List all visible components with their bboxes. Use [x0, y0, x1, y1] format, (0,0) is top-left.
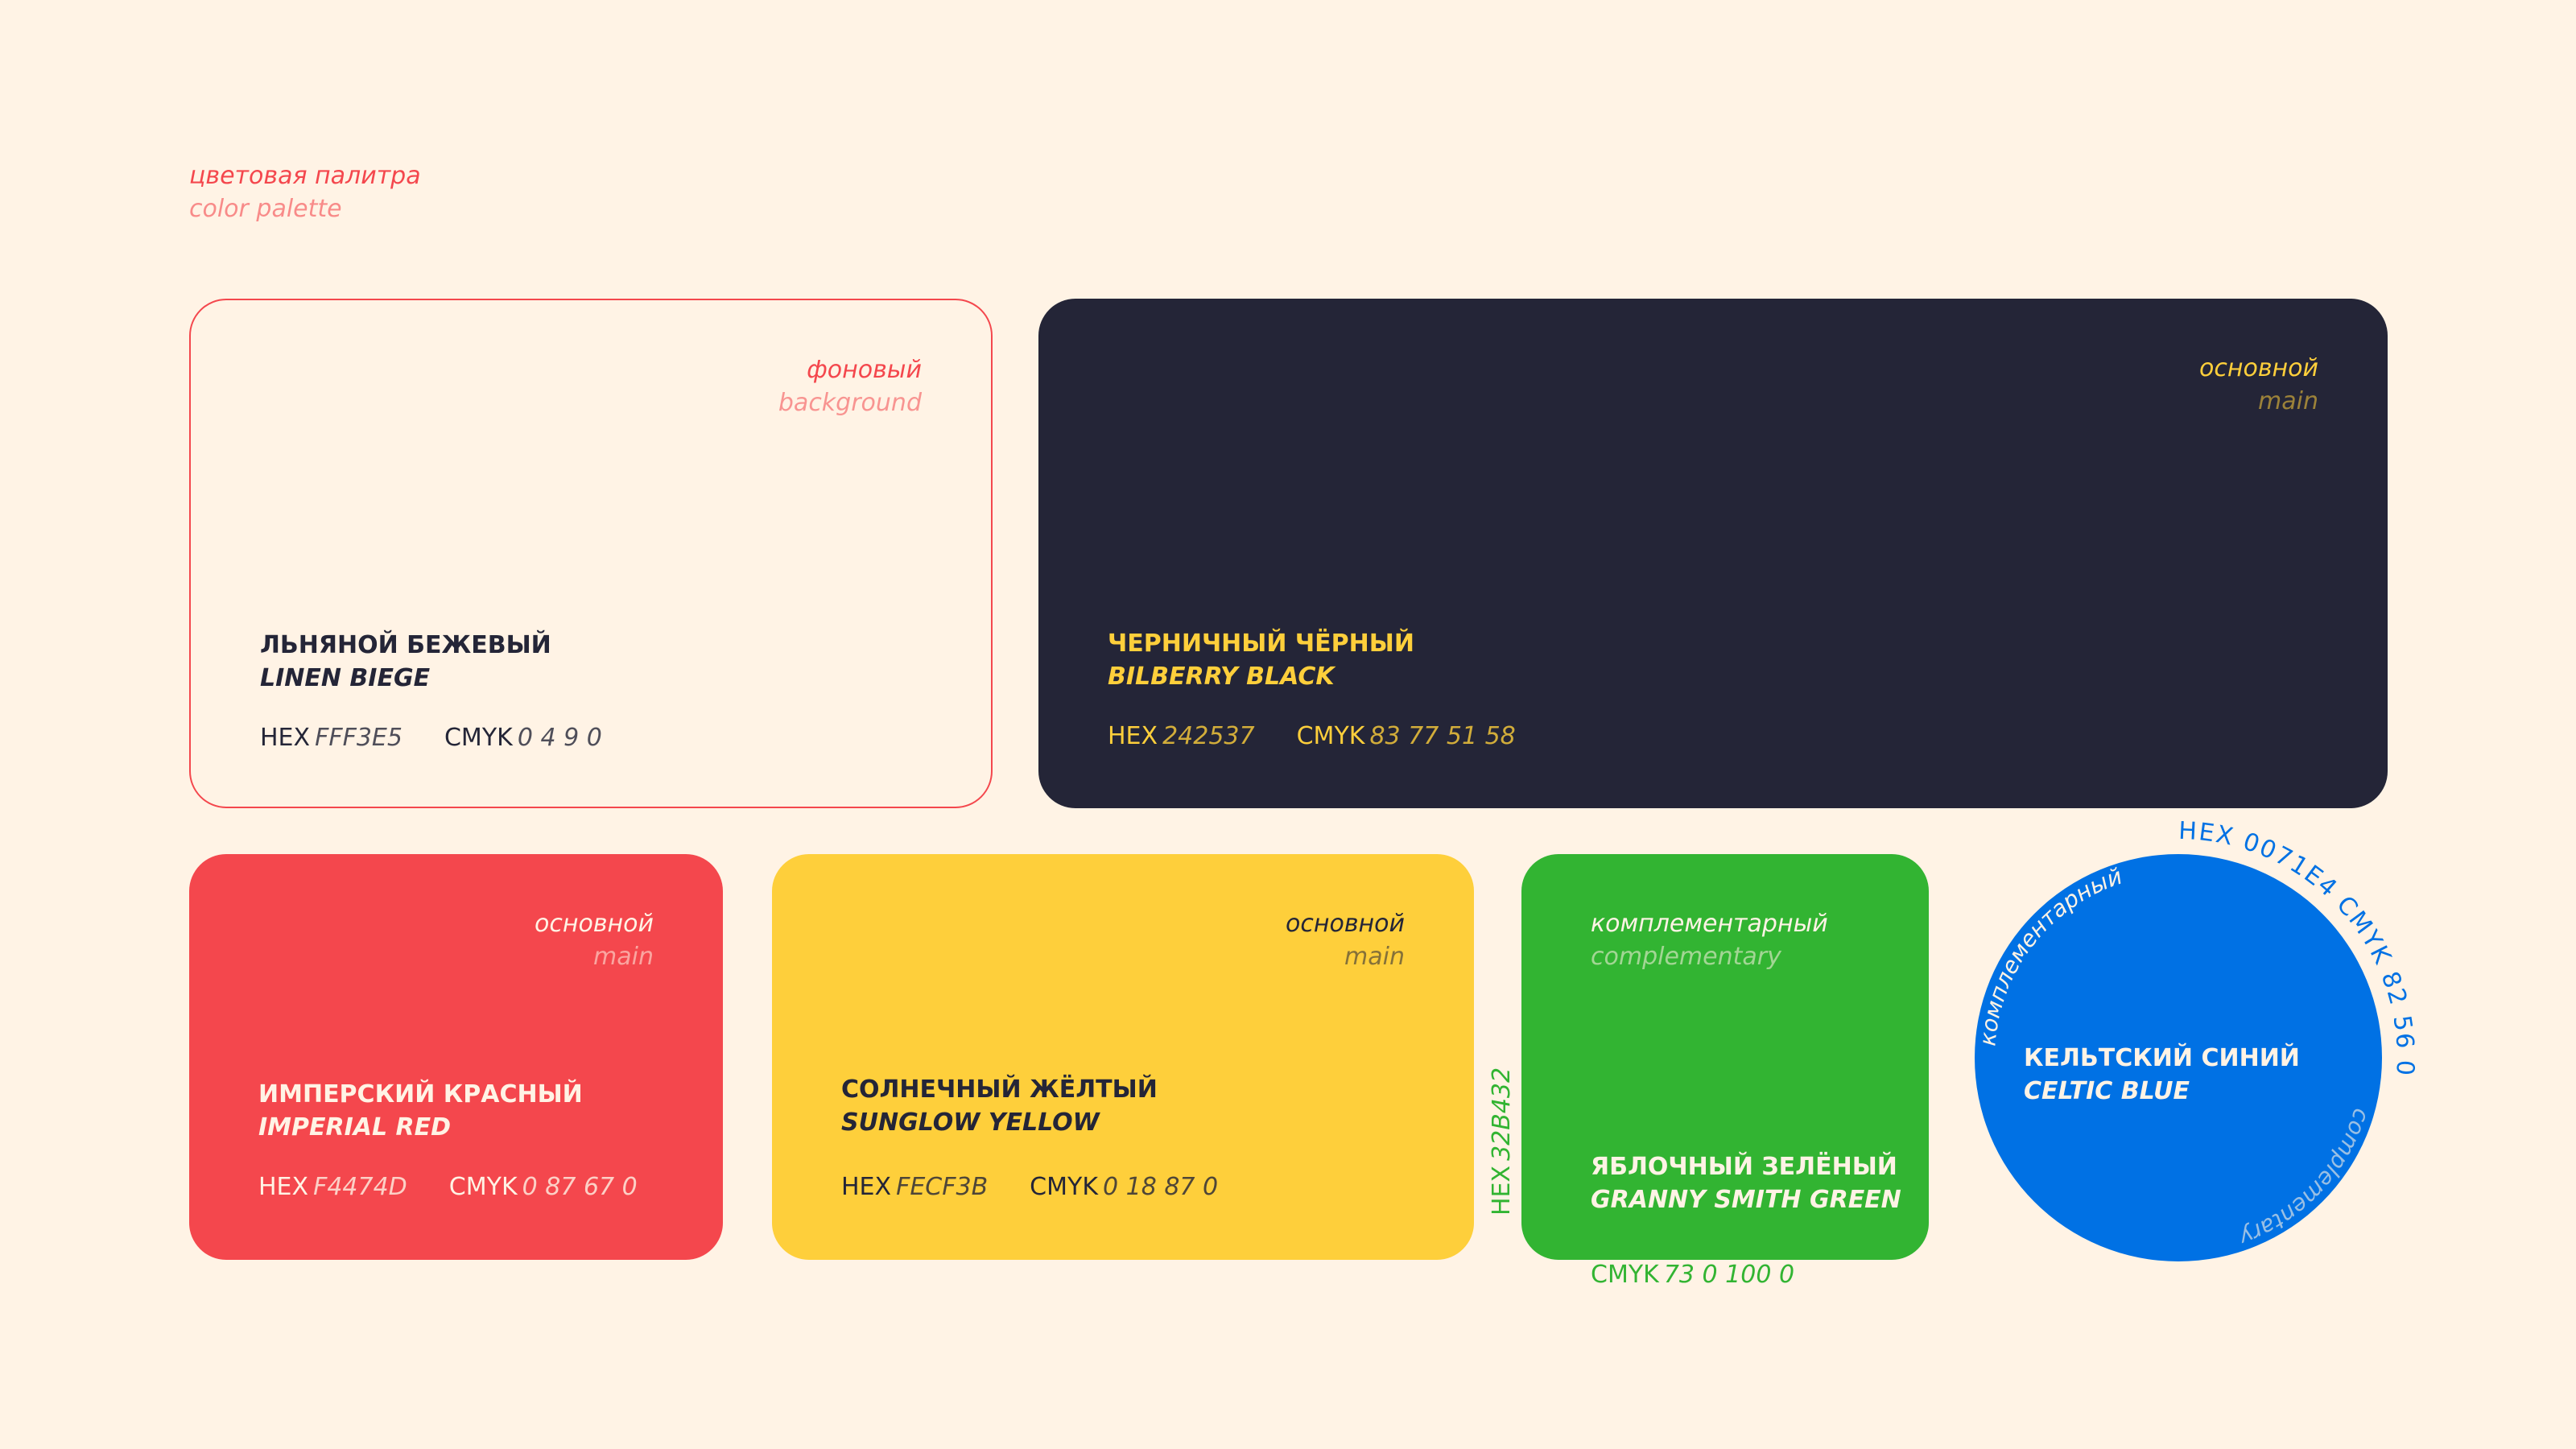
- swatch-granny-smith-green: комплементарный complementary ЯБЛОЧНЫЙ ЗЕ…: [1521, 854, 1929, 1260]
- swatch-tag: основной main: [2199, 354, 2318, 415]
- swatch-name: ИМПЕРСКИЙ КРАСНЫЙ IMPERIAL RED: [258, 1080, 583, 1141]
- title-en: color palette: [189, 195, 342, 223]
- swatch-linen-beige: фоновый background ЛЬНЯНОЙ БЕЖЕВЫЙ LINEN B…: [189, 299, 993, 808]
- blue-circle: [1975, 854, 2382, 1261]
- swatch-tag: основной main: [535, 910, 654, 971]
- swatch-name: ЯБЛОЧНЫЙ ЗЕЛЁНЫЙ GRANNY SMITH GREEN: [1591, 1153, 1901, 1214]
- swatch-codes: HEX FECF3B CMYK 0 18 87 0: [841, 1173, 1219, 1201]
- swatch-imperial-red: основной main ИМПЕРСКИЙ КРАСНЫЙ IMPERIAL R…: [189, 854, 723, 1260]
- green-cmyk: CMYK 73 0 100 0: [1591, 1261, 1795, 1289]
- swatch-sunglow-yellow: основной main СОЛНЕЧНЫЙ ЖЁЛТЫЙ SUNGLOW YEL…: [772, 854, 1474, 1260]
- swatch-codes: HEX 242537 CMYK 83 77 51 58: [1108, 722, 1516, 750]
- swatch-tag: основной main: [1286, 910, 1405, 971]
- swatch-celtic-blue: HEX 0071E4 CMYK 82 56 0 комплементарный …: [1974, 817, 2417, 1261]
- title-ru: цветовая палитра: [189, 162, 421, 190]
- swatch-bilberry-black: основной main ЧЕРНИЧНЫЙ ЧЁРНЫЙ BILBERRY BL…: [1038, 299, 2388, 808]
- swatch-codes: HEX FFF3E5 CMYK 0 4 9 0: [260, 724, 602, 752]
- swatch-name: ЧЕРНИЧНЫЙ ЧЁРНЫЙ BILBERRY BLACK: [1108, 630, 1414, 691]
- green-hex-vertical: HEX32B432: [1488, 1067, 1516, 1216]
- blue-name-ru: КЕЛЬТСКИЙ СИНИЙ: [2024, 1043, 2300, 1072]
- swatch-tag: фоновый background: [778, 356, 922, 417]
- blue-name-en: CELTIC BLUE: [2024, 1077, 2190, 1105]
- swatch-name: СОЛНЕЧНЫЙ ЖЁЛТЫЙ SUNGLOW YELLOW: [841, 1075, 1158, 1137]
- swatch-tag: комплементарный complementary: [1591, 910, 1828, 971]
- palette-title: цветовая палитра color palette: [189, 159, 421, 225]
- swatch-name: ЛЬНЯНОЙ БЕЖЕВЫЙ LINEN BIEGE: [260, 631, 551, 692]
- swatch-codes: HEX F4474D CMYK 0 87 67 0: [258, 1173, 638, 1201]
